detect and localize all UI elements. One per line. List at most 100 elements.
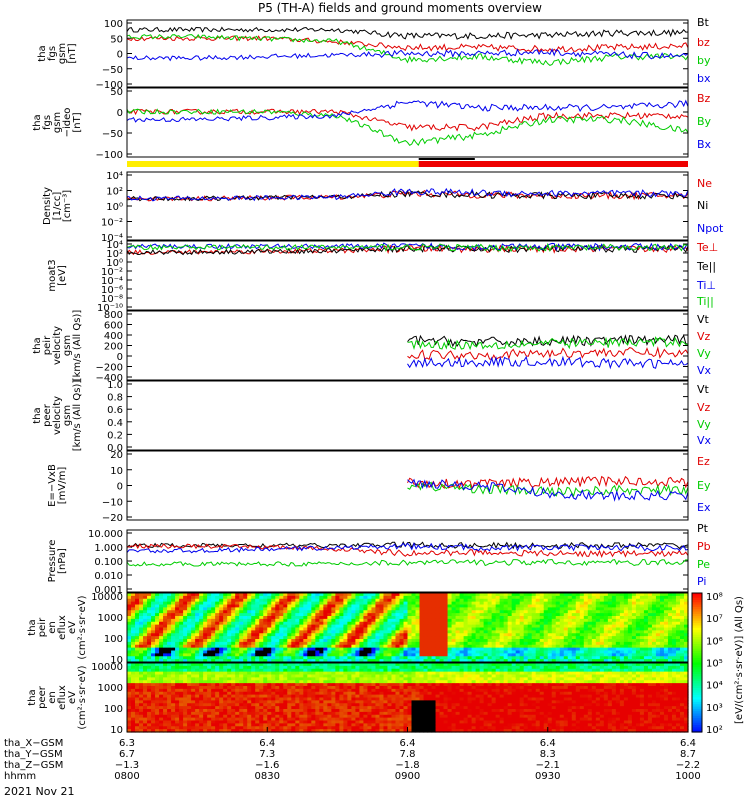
heatmap-cell bbox=[623, 647, 629, 652]
heatmap-cell bbox=[219, 717, 224, 722]
heatmap-cell bbox=[171, 659, 176, 663]
heatmap-cell bbox=[491, 633, 497, 637]
heatmap-cell bbox=[547, 598, 553, 603]
heatmap-cell bbox=[511, 595, 517, 600]
heatmap-cell bbox=[247, 720, 252, 724]
heatmap-cell bbox=[163, 616, 168, 620]
heatmap-cell bbox=[147, 627, 152, 631]
heatmap-cell bbox=[191, 601, 196, 606]
heatmap-cell bbox=[151, 671, 156, 676]
heatmap-cell bbox=[323, 706, 328, 710]
heatmap-cell bbox=[147, 598, 152, 603]
heatmap-cell bbox=[303, 650, 308, 654]
heatmap-cell bbox=[255, 639, 260, 643]
heatmap-cell bbox=[275, 610, 280, 614]
heatmap-cell bbox=[583, 607, 589, 611]
heatmap-cell bbox=[239, 624, 244, 629]
heatmap-cell bbox=[559, 593, 565, 597]
heatmap-cell bbox=[319, 683, 324, 687]
heatmap-cell bbox=[171, 668, 176, 673]
heatmap-cell bbox=[179, 683, 184, 687]
heatmap-cell bbox=[463, 618, 469, 623]
ytick-label: 0.001 bbox=[94, 585, 123, 596]
heatmap-cell bbox=[643, 644, 649, 649]
heatmap-cell bbox=[227, 711, 232, 716]
heatmap-cell bbox=[203, 729, 208, 733]
ytick-label: 20 bbox=[110, 450, 123, 461]
heatmap-cell bbox=[411, 636, 417, 640]
heatmap-cell bbox=[551, 644, 557, 649]
heatmap-cell bbox=[619, 624, 625, 629]
heatmap-cell bbox=[267, 656, 272, 660]
heatmap-cell bbox=[135, 616, 140, 620]
heatmap-cell bbox=[151, 686, 156, 690]
heatmap-cell bbox=[351, 647, 357, 652]
ytick-label: 100 bbox=[104, 19, 123, 30]
heatmap-cell bbox=[655, 630, 661, 634]
heatmap-cell bbox=[371, 633, 377, 637]
heatmap-cell bbox=[663, 593, 669, 597]
heatmap-cell bbox=[667, 653, 673, 657]
heatmap-cell bbox=[287, 717, 292, 722]
heatmap-cell bbox=[211, 729, 216, 733]
heatmap-cell bbox=[411, 616, 417, 620]
heatmap-cell bbox=[335, 674, 340, 678]
heatmap-cell bbox=[395, 598, 401, 603]
heatmap-cell bbox=[247, 668, 252, 673]
heatmap-cell bbox=[635, 627, 641, 631]
heatmap-cell bbox=[611, 618, 617, 623]
heatmap-cell bbox=[131, 639, 136, 643]
heatmap-cell bbox=[659, 639, 665, 643]
ytick-label: −100 bbox=[96, 80, 123, 91]
heatmap-cell bbox=[159, 714, 164, 719]
heatmap-cell bbox=[527, 598, 533, 603]
heatmap-cell bbox=[151, 700, 156, 704]
heatmap-cell bbox=[227, 714, 232, 719]
heatmap-cell bbox=[343, 711, 348, 716]
heatmap-cell bbox=[127, 601, 132, 606]
heatmap-cell bbox=[535, 607, 541, 611]
heatmap-cell bbox=[171, 714, 176, 719]
heatmap-cell bbox=[267, 700, 272, 704]
heatmap-cell bbox=[575, 624, 581, 629]
heatmap-cell bbox=[195, 680, 200, 684]
heatmap-cell bbox=[171, 616, 176, 620]
heatmap-cell bbox=[483, 595, 489, 600]
heatmap-cell bbox=[295, 624, 300, 629]
heatmap-cell bbox=[247, 717, 252, 722]
heatmap-cell bbox=[271, 665, 276, 670]
heatmap-cell bbox=[215, 717, 220, 722]
heatmap-cell bbox=[443, 653, 449, 657]
heatmap-cell bbox=[679, 641, 685, 646]
heatmap-cell bbox=[127, 616, 132, 620]
heatmap-cell bbox=[659, 644, 665, 649]
heatmap-cell bbox=[519, 641, 525, 646]
heatmap-cell bbox=[523, 624, 529, 629]
heatmap-cell bbox=[179, 697, 184, 701]
heatmap-cell bbox=[387, 659, 393, 663]
heatmap-cell bbox=[227, 709, 232, 713]
heatmap-cell bbox=[131, 627, 136, 631]
heatmap-cell bbox=[223, 723, 228, 727]
heatmap-cell bbox=[383, 593, 389, 597]
heatmap-cell bbox=[371, 616, 377, 620]
heatmap-cell bbox=[671, 636, 677, 640]
heatmap-cell bbox=[271, 607, 276, 611]
heatmap-cell bbox=[587, 644, 593, 649]
heatmap-cell bbox=[619, 647, 625, 652]
heatmap-cell bbox=[143, 674, 148, 678]
heatmap-cell bbox=[295, 659, 300, 663]
heatmap-cell bbox=[359, 595, 365, 600]
heatmap-cell bbox=[639, 610, 645, 614]
heatmap-cell bbox=[399, 618, 405, 623]
series-line-Pi bbox=[126, 541, 689, 554]
heatmap-cell bbox=[263, 644, 268, 649]
heatmap-cell bbox=[231, 700, 236, 704]
heatmap-cell bbox=[643, 610, 649, 614]
heatmap-cell bbox=[255, 613, 260, 617]
heatmap-cell bbox=[435, 616, 441, 620]
heatmap-cell bbox=[363, 601, 369, 606]
heatmap-cell bbox=[471, 636, 477, 640]
heatmap-cell bbox=[603, 610, 609, 614]
heatmap-cell bbox=[579, 595, 585, 600]
